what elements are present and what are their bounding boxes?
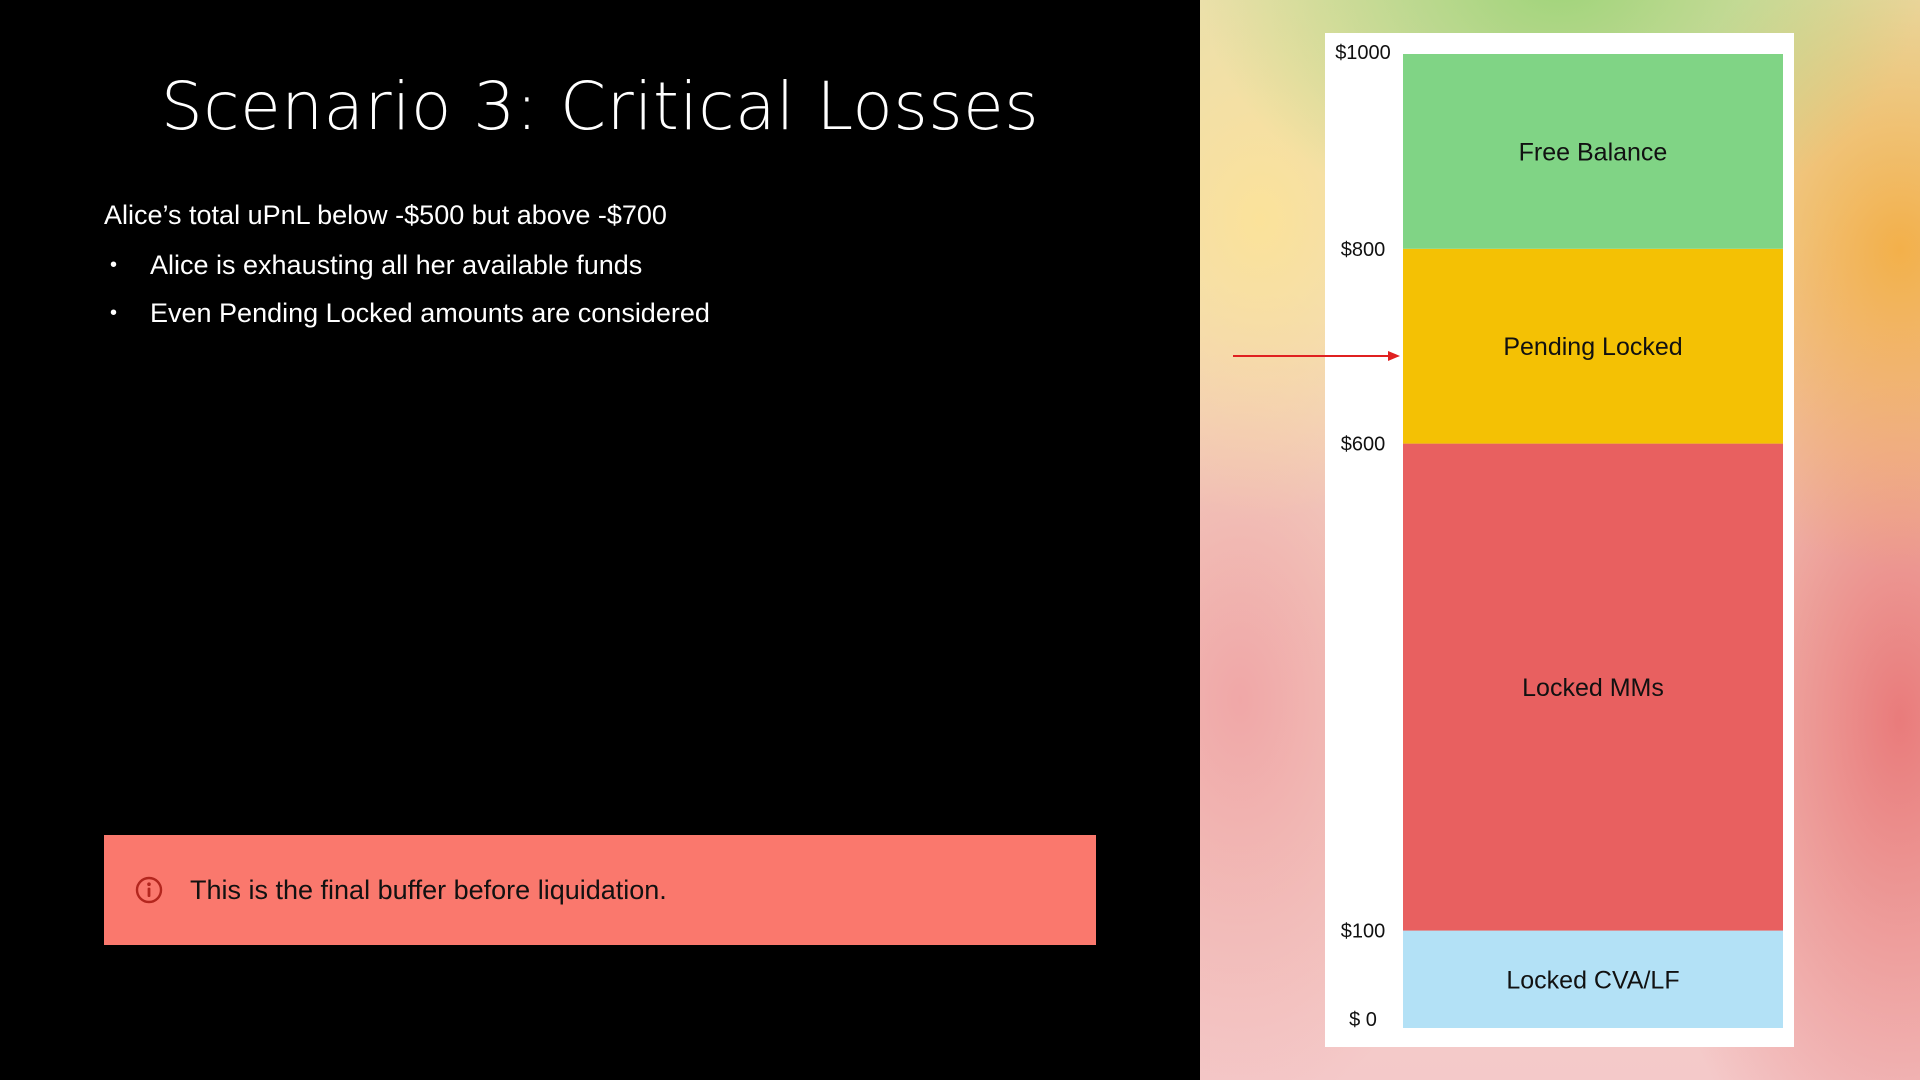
- segment-free-balance: [1403, 54, 1783, 249]
- bullet-list: • Alice is exhausting all her available …: [104, 250, 710, 346]
- segment-locked-mms: [1403, 443, 1783, 931]
- info-circle-icon: [134, 875, 164, 905]
- callout-text: This is the final buffer before liquidat…: [190, 874, 667, 905]
- bullet-text: Even Pending Locked amounts are consider…: [150, 298, 710, 328]
- bullet-text: Alice is exhausting all her available fu…: [150, 250, 643, 280]
- segment-label: Locked MMs: [1522, 674, 1664, 702]
- warning-callout: This is the final buffer before liquidat…: [104, 835, 1096, 945]
- bullet-dot: •: [110, 302, 118, 324]
- segment-label: Locked CVA/LF: [1506, 966, 1679, 994]
- y-tick-label: $ 0: [1349, 1009, 1377, 1031]
- bullet-dot: •: [110, 254, 118, 276]
- y-tick-label: $800: [1341, 239, 1386, 261]
- chart-card: Locked CVA/LF Locked MMs Pending Locked Fre…: [1325, 33, 1794, 1047]
- segment-locked-cva-lf: [1403, 930, 1783, 1028]
- slide-title: Scenario 3: Critical Losses: [160, 68, 1040, 145]
- intro-text: Alice’s total uPnL below -$500 but above…: [104, 200, 667, 230]
- y-tick-label: $1000: [1335, 42, 1391, 64]
- segment-label: Free Balance: [1519, 138, 1668, 166]
- segment-pending-locked: [1403, 248, 1783, 444]
- y-tick-label: $600: [1341, 434, 1386, 456]
- bullet-item: • Alice is exhausting all her available …: [104, 250, 710, 298]
- info-circle-icon-svg: [135, 876, 163, 904]
- chart-panel: Locked CVA/LF Locked MMs Pending Locked Fre…: [1200, 0, 1920, 1080]
- slide-content: Scenario 3: Critical Losses Alice’s tota…: [104, 68, 1096, 945]
- bullet-item: • Even Pending Locked amounts are consid…: [104, 298, 710, 346]
- segment-label: Pending Locked: [1503, 333, 1682, 361]
- y-tick-label: $100: [1341, 921, 1386, 943]
- stacked-balance-chart: Locked CVA/LF Locked MMs Pending Locked Fre…: [1335, 42, 1783, 1031]
